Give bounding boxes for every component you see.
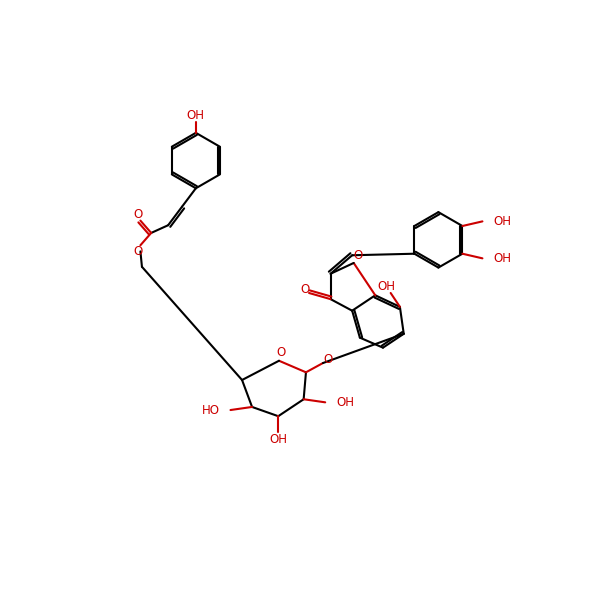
Text: O: O	[323, 353, 332, 367]
Text: OH: OH	[377, 280, 395, 293]
Text: O: O	[133, 208, 143, 221]
Text: OH: OH	[187, 109, 205, 122]
Text: OH: OH	[269, 433, 287, 446]
Text: O: O	[301, 283, 310, 296]
Text: OH: OH	[336, 396, 354, 409]
Text: O: O	[133, 245, 143, 258]
Text: O: O	[276, 346, 285, 359]
Text: HO: HO	[202, 404, 220, 416]
Text: O: O	[353, 249, 362, 262]
Text: OH: OH	[493, 252, 511, 265]
Text: OH: OH	[493, 215, 511, 228]
